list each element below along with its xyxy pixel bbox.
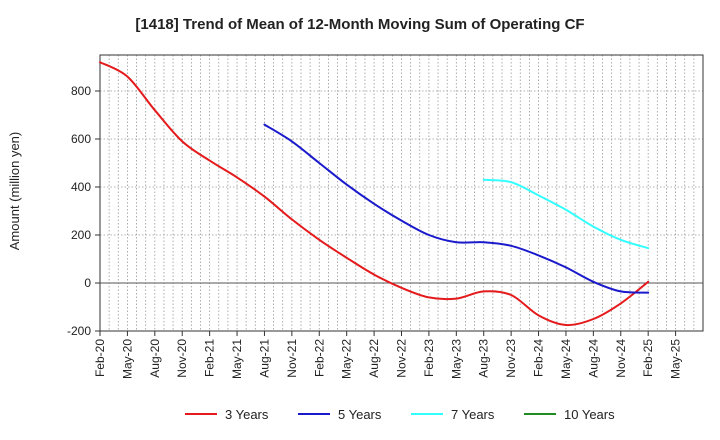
x-tick-label: Feb-24 — [532, 339, 546, 377]
x-tick-label: May-24 — [559, 339, 573, 379]
x-tick-label: Aug-21 — [257, 339, 271, 378]
x-axis: Feb-20 May-20 Aug-20 Nov-20 Feb-21 May-21 Aug-… — [93, 331, 683, 379]
legend-label-5-years: 5 Years — [338, 407, 382, 422]
y-tick-label: 600 — [71, 132, 91, 146]
legend: 3 Years 5 Years 7 Years 10 Years — [185, 407, 615, 422]
x-tick-label: Aug-24 — [586, 339, 600, 378]
x-tick-label: Feb-21 — [203, 339, 217, 377]
x-tick-label: Nov-24 — [614, 339, 628, 378]
legend-label-10-years: 10 Years — [564, 407, 615, 422]
x-tick-label: Aug-22 — [367, 339, 381, 378]
legend-label-3-years: 3 Years — [225, 407, 269, 422]
x-tick-label: Feb-22 — [312, 339, 326, 377]
y-tick-label: 0 — [84, 276, 91, 290]
series-line-7-years — [482, 178, 650, 250]
x-tick-label: May-25 — [669, 339, 683, 379]
series-line-5-years — [263, 123, 650, 294]
y-axis: -200 0 200 400 600 800 — [67, 84, 100, 338]
y-tick-label: 800 — [71, 84, 91, 98]
x-tick-label: Nov-21 — [285, 339, 299, 378]
x-tick-label: Feb-25 — [641, 339, 655, 377]
x-tick-label: Aug-23 — [477, 339, 491, 378]
x-tick-label: May-23 — [449, 339, 463, 379]
series-lines — [99, 61, 650, 327]
gridlines — [100, 55, 703, 332]
x-tick-label: Aug-20 — [148, 339, 162, 378]
x-tick-label: Nov-23 — [504, 339, 518, 378]
chart-title: [1418] Trend of Mean of 12-Month Moving … — [135, 16, 584, 33]
y-tick-label: -200 — [67, 324, 91, 338]
x-tick-label: Feb-20 — [93, 339, 107, 377]
x-tick-label: May-22 — [340, 339, 354, 379]
y-tick-label: 400 — [71, 180, 91, 194]
y-axis-label: Amount (million yen) — [7, 132, 22, 251]
x-tick-label: Feb-23 — [422, 339, 436, 377]
series-line-3-years — [99, 61, 650, 327]
x-tick-label: Nov-20 — [175, 339, 189, 378]
y-tick-label: 200 — [71, 228, 91, 242]
x-tick-label: May-20 — [120, 339, 134, 379]
x-tick-label: Nov-22 — [395, 339, 409, 378]
x-tick-label: May-21 — [230, 339, 244, 379]
legend-label-7-years: 7 Years — [451, 407, 495, 422]
